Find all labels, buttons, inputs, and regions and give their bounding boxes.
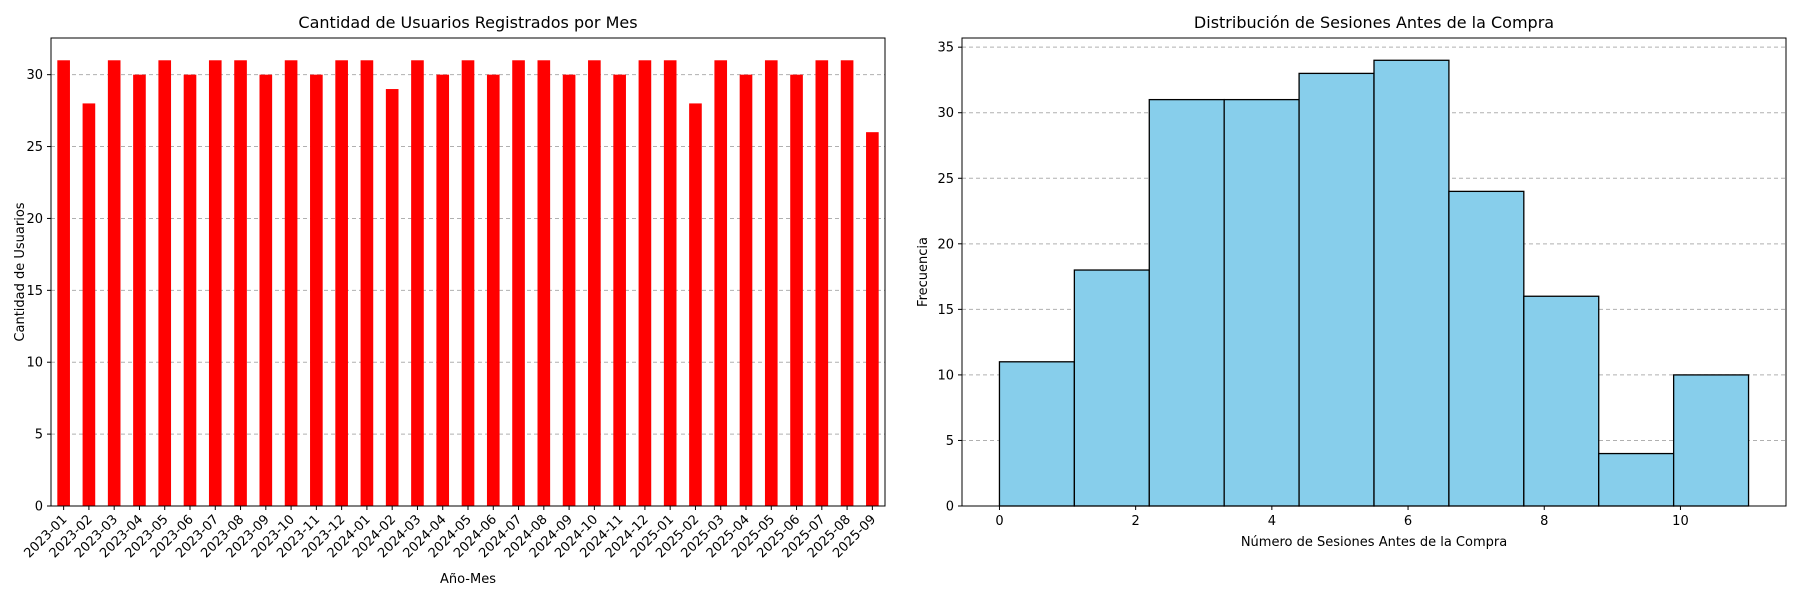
y-tick-label: 20 <box>937 237 954 252</box>
x-tick-label: 4 <box>1268 514 1276 529</box>
histogram-bar <box>1598 452 1675 507</box>
bar <box>411 60 424 507</box>
x-tick-label: 6 <box>1404 514 1412 529</box>
y-axis-label: Frecuencia <box>916 237 931 307</box>
x-tick-label: 2 <box>1132 514 1140 529</box>
bar <box>537 60 551 507</box>
histogram-sesiones: 0 5 10 15 20 25 30 35 0 2 4 6 8 10 Distribución de S… <box>916 13 1787 550</box>
bar <box>486 74 500 506</box>
x-tick-label: 0 <box>995 514 1003 529</box>
bar <box>815 60 829 507</box>
bar <box>689 103 702 506</box>
chart-title: Distribución de Sesiones Antes de la Com… <box>1194 13 1554 32</box>
bars <box>998 59 1750 507</box>
bar <box>234 60 247 507</box>
histogram-bar <box>1223 98 1300 507</box>
bar <box>385 89 399 506</box>
bar <box>107 60 121 507</box>
y-tick-label: 0 <box>35 500 43 515</box>
y-tick-label: 25 <box>937 172 954 187</box>
histogram-bar <box>1523 295 1600 507</box>
x-axis-label: Número de Sesiones Antes de la Compra <box>1241 535 1507 550</box>
y-tick-label: 30 <box>26 68 43 83</box>
x-axis-label: Año-Mes <box>440 572 496 587</box>
y-tick-label: 0 <box>946 500 954 515</box>
y-tick-label: 25 <box>26 140 43 155</box>
histogram-bar <box>1148 98 1225 507</box>
bar <box>183 74 197 506</box>
bar <box>57 60 70 507</box>
bar <box>866 132 879 506</box>
bar <box>310 74 323 506</box>
bar <box>638 60 652 507</box>
bar <box>82 103 96 506</box>
bar <box>133 74 146 506</box>
bar <box>663 60 677 507</box>
bar <box>840 60 854 507</box>
y-tick-label: 5 <box>946 434 954 449</box>
bar <box>360 60 374 507</box>
bar <box>613 74 626 506</box>
bar <box>562 74 576 506</box>
histogram-bar <box>998 361 1076 507</box>
y-axis-ticks: 0 5 10 15 20 25 30 <box>26 68 51 515</box>
histogram-bar <box>1448 190 1525 507</box>
histogram-bar <box>1298 72 1375 507</box>
bar <box>436 74 450 506</box>
bar <box>588 60 601 507</box>
bar <box>158 60 172 507</box>
plot-frame <box>961 37 1787 507</box>
y-tick-label: 20 <box>26 212 43 227</box>
y-tick-label: 15 <box>937 303 954 318</box>
y-tick-label: 35 <box>937 41 954 56</box>
bar <box>764 60 778 507</box>
histogram-bar <box>1073 269 1150 507</box>
bar <box>259 74 273 506</box>
x-axis-ticks: 0 2 4 6 8 10 <box>995 506 1689 529</box>
bar <box>208 60 222 507</box>
chart-title: Cantidad de Usuarios Registrados por Mes <box>298 13 637 32</box>
y-tick-label: 15 <box>26 284 43 299</box>
bar <box>512 60 525 507</box>
bar <box>335 60 348 507</box>
bar <box>739 74 753 506</box>
bar-chart-usuarios: 0 5 10 15 20 25 30 2023-012023-022023-032023-0… <box>13 13 886 587</box>
y-tick-label: 10 <box>937 368 954 383</box>
y-axis-ticks: 0 5 10 15 20 25 30 35 <box>937 41 962 515</box>
x-tick-label: 8 <box>1540 514 1548 529</box>
x-tick-label: 10 <box>1672 514 1689 529</box>
bar <box>284 60 298 507</box>
x-axis-ticks: 2023-012023-022023-032023-042023-052023-… <box>21 506 879 561</box>
y-tick-label: 5 <box>35 428 43 443</box>
y-axis-label: Cantidad de Usuarios <box>13 202 28 341</box>
y-tick-label: 10 <box>26 356 43 371</box>
bar <box>714 60 728 507</box>
bars <box>57 60 879 507</box>
y-tick-label: 30 <box>937 106 954 121</box>
histogram-bar <box>1373 59 1450 507</box>
bar <box>461 60 475 507</box>
bar <box>790 74 803 506</box>
histogram-bar <box>1672 374 1750 507</box>
